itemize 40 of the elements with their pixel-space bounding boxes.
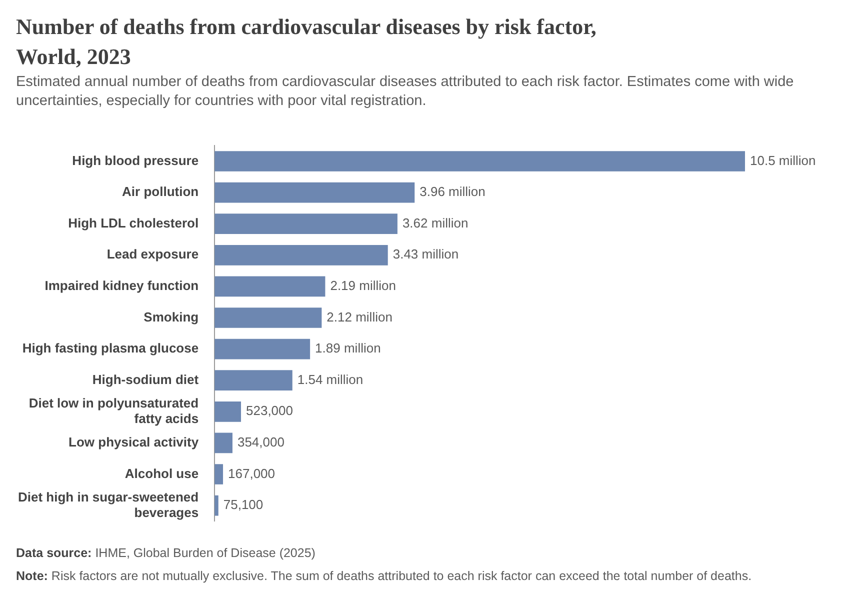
- data-label: 3.62 million: [402, 215, 468, 230]
- text: Note: Risk factors are not mutually exclusive. The sum of deaths attributed to each risk factor can exceed the total number of deaths.: [16, 569, 752, 583]
- y-tick-label: High-sodium diet: [92, 372, 200, 387]
- data-label: 1.54 million: [297, 372, 364, 387]
- y-tick-label: Impaired kidney function: [44, 278, 199, 294]
- bar: [214, 432, 232, 454]
- data-label: 75,100: [223, 497, 264, 512]
- data-label: 3.43 million: [392, 246, 459, 262]
- bar: [214, 370, 292, 391]
- y-tick-label: Diet low in polyunsaturated fatty acids: [28, 395, 199, 426]
- y-tick-label: High fasting plasma glucose: [22, 340, 199, 356]
- y-tick-label: Air pollution: [122, 184, 199, 200]
- y-tick-label: High LDL cholesterol: [68, 215, 199, 230]
- y-tick-label: High blood pressure: [72, 152, 199, 168]
- data-label: 10.5 million: [750, 152, 816, 168]
- data-label: 2.19 million: [330, 278, 396, 294]
- chart-subtitle: Estimated annual number of deaths from cardiovascular diseases attributed to each risk factor. Estimates come with wide uncertainties, especially for countries with poor vital registration.: [16, 73, 795, 111]
- bar: [214, 214, 398, 234]
- bar: [214, 308, 322, 328]
- data-label: 354,000: [237, 434, 284, 450]
- y-tick-label: Lead exposure: [106, 246, 199, 262]
- y-tick-label: Diet high in sugar-sweetened beverages: [18, 489, 199, 520]
- bar: [214, 276, 326, 297]
- bar: [214, 151, 745, 172]
- bar: [214, 244, 388, 266]
- source-note: Data source: IHME, Global Burden of Disease (2025): [16, 546, 316, 560]
- data-label: 523,000: [246, 403, 294, 418]
- y-tick-label: Alcohol use: [124, 466, 199, 481]
- bar: [214, 401, 242, 422]
- data-label: 167,000: [228, 466, 276, 481]
- data-label: 1.89 million: [315, 340, 381, 356]
- y-tick-label: Low physical activity: [68, 434, 200, 450]
- bar: [214, 495, 218, 516]
- bar: [214, 338, 310, 360]
- data-label: 3.96 million: [420, 184, 486, 200]
- bar: [214, 182, 415, 203]
- chart-title: Number of deaths from cardiovascular diseases by risk factor, World, 2023: [16, 13, 598, 71]
- bar: [214, 464, 224, 484]
- data-label: 2.12 million: [326, 309, 392, 324]
- y-tick-label: Smoking: [144, 309, 199, 324]
